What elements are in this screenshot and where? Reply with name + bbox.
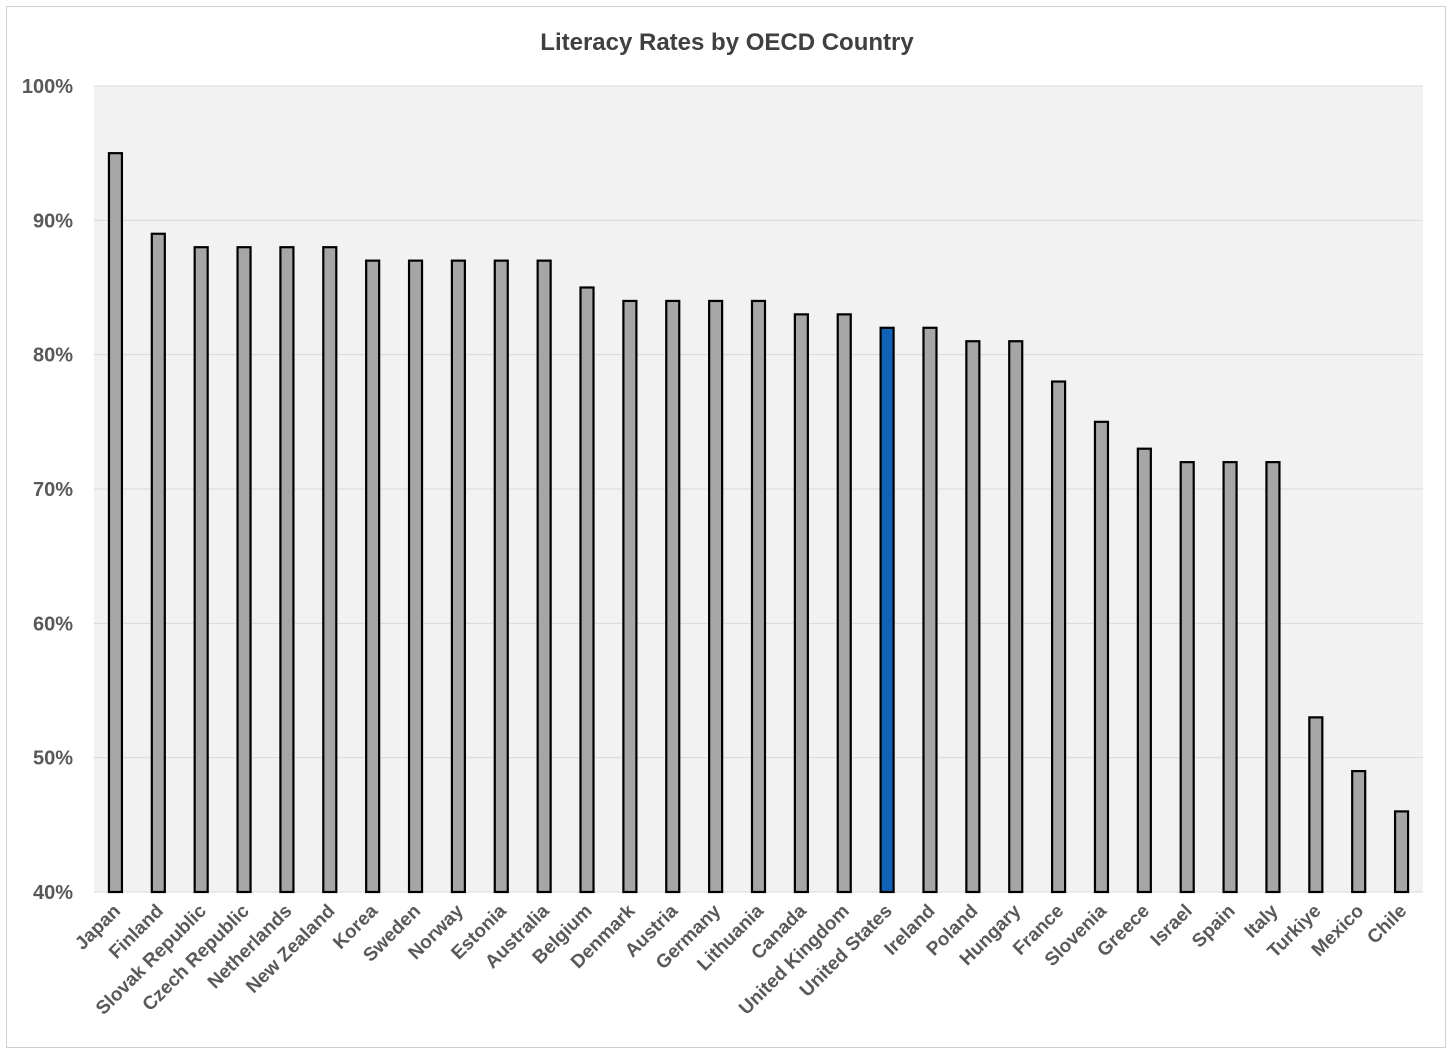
bar-chart: Literacy Rates by OECD Country 40% 50% 60%… [22, 29, 1423, 1019]
bar-chile [1393, 810, 1410, 894]
bar-mexico [1351, 769, 1367, 894]
bar-sweden [407, 259, 424, 894]
bar-netherlands [279, 246, 295, 894]
bar-poland [965, 340, 981, 894]
bar-korea [365, 259, 381, 894]
bar-united-kingdom [836, 313, 852, 894]
bar-spain [1222, 461, 1238, 894]
bar-slovenia [1093, 420, 1110, 894]
chart-title: Literacy Rates by OECD Country [540, 29, 914, 56]
bar-japan [107, 152, 124, 894]
bar-italy [1265, 461, 1281, 894]
bar-new-zealand [322, 246, 338, 894]
y-tick-label: 70% [33, 479, 73, 501]
y-tick-label: 50% [33, 748, 73, 770]
y-tick-label: 80% [33, 345, 73, 367]
y-tick-label: 40% [33, 882, 73, 904]
bar-norway [450, 259, 467, 894]
bar-greece [1136, 447, 1152, 894]
bar-belgium [579, 286, 595, 894]
chart-frame: Literacy Rates by OECD Country 40% 50% 60%… [6, 6, 1446, 1048]
bar-finland [150, 232, 166, 894]
bar-lithuania [750, 299, 767, 894]
y-tick-label: 90% [33, 210, 73, 232]
bar-ireland [922, 326, 938, 894]
bar-estonia [493, 259, 509, 894]
y-axis-tick-labels: 40% 50% 60% 70% 80% 90% 100% [22, 76, 73, 904]
bar-slovak-republic [193, 246, 209, 894]
x-tick-label: Chile [1363, 901, 1411, 949]
y-tick-label: 100% [22, 76, 73, 98]
bar-czech-republic [236, 246, 252, 894]
x-tick-label: Israel [1147, 901, 1197, 951]
bars [107, 152, 1410, 894]
bar-denmark [622, 299, 638, 894]
bar-hungary [1008, 340, 1024, 894]
bar-turkiye [1308, 716, 1324, 894]
y-tick-label: 60% [33, 613, 73, 635]
bar-france [1050, 380, 1067, 894]
bar-austria [665, 299, 681, 894]
bar-australia [536, 259, 552, 894]
bar-israel [1179, 461, 1195, 894]
bar-germany [708, 299, 724, 894]
bar-canada [793, 313, 809, 894]
bar-united-states [879, 326, 895, 894]
x-tick-label: Spain [1188, 901, 1239, 952]
